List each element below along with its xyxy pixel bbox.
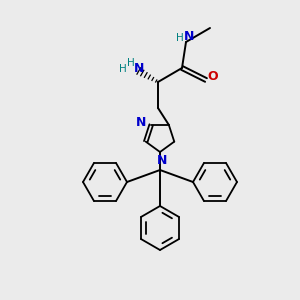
Text: H: H [176, 33, 184, 43]
Text: N: N [157, 154, 167, 166]
Text: H: H [127, 58, 135, 68]
Text: N: N [184, 29, 194, 43]
Text: N: N [134, 61, 144, 74]
Text: H: H [119, 64, 127, 74]
Text: O: O [208, 70, 218, 83]
Text: N: N [136, 116, 146, 129]
